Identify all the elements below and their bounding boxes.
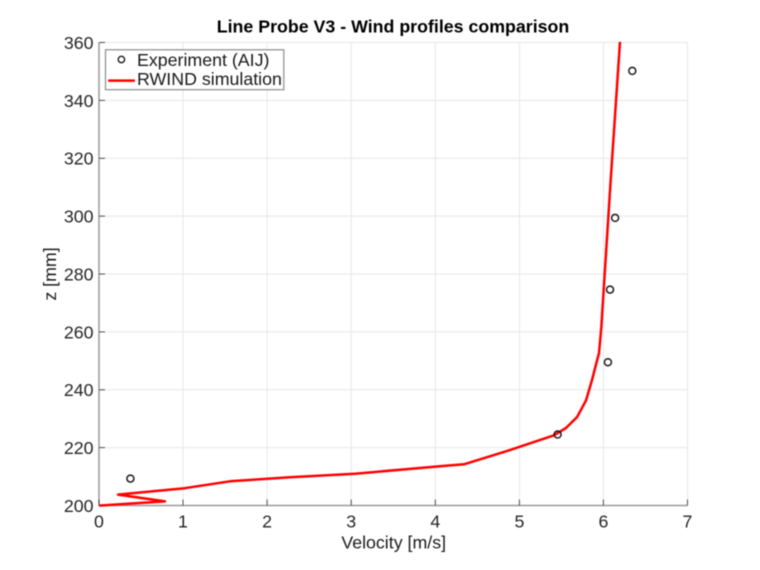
- svg-text:Line Probe V3 - Wind profiles: Line Probe V3 - Wind profiles comparison: [217, 17, 570, 37]
- svg-text:Experiment (AIJ): Experiment (AIJ): [137, 50, 269, 70]
- svg-text:z [mm]: z [mm]: [40, 247, 60, 300]
- svg-text:0: 0: [94, 512, 104, 532]
- svg-text:2: 2: [262, 512, 272, 532]
- svg-text:220: 220: [64, 438, 94, 458]
- svg-text:300: 300: [64, 207, 94, 227]
- svg-text:200: 200: [64, 496, 94, 516]
- svg-text:3: 3: [346, 512, 356, 532]
- svg-text:260: 260: [64, 322, 94, 342]
- svg-text:7: 7: [683, 512, 693, 532]
- svg-text:320: 320: [64, 149, 94, 169]
- svg-text:5: 5: [514, 512, 524, 532]
- svg-text:RWIND simulation: RWIND simulation: [137, 69, 282, 89]
- svg-text:280: 280: [64, 264, 94, 284]
- svg-text:Velocity [m/s]: Velocity [m/s]: [341, 533, 446, 553]
- svg-text:240: 240: [64, 380, 94, 400]
- svg-text:4: 4: [430, 512, 440, 532]
- svg-text:360: 360: [64, 33, 94, 53]
- svg-text:340: 340: [64, 91, 94, 111]
- svg-text:1: 1: [178, 512, 188, 532]
- svg-text:6: 6: [598, 512, 608, 532]
